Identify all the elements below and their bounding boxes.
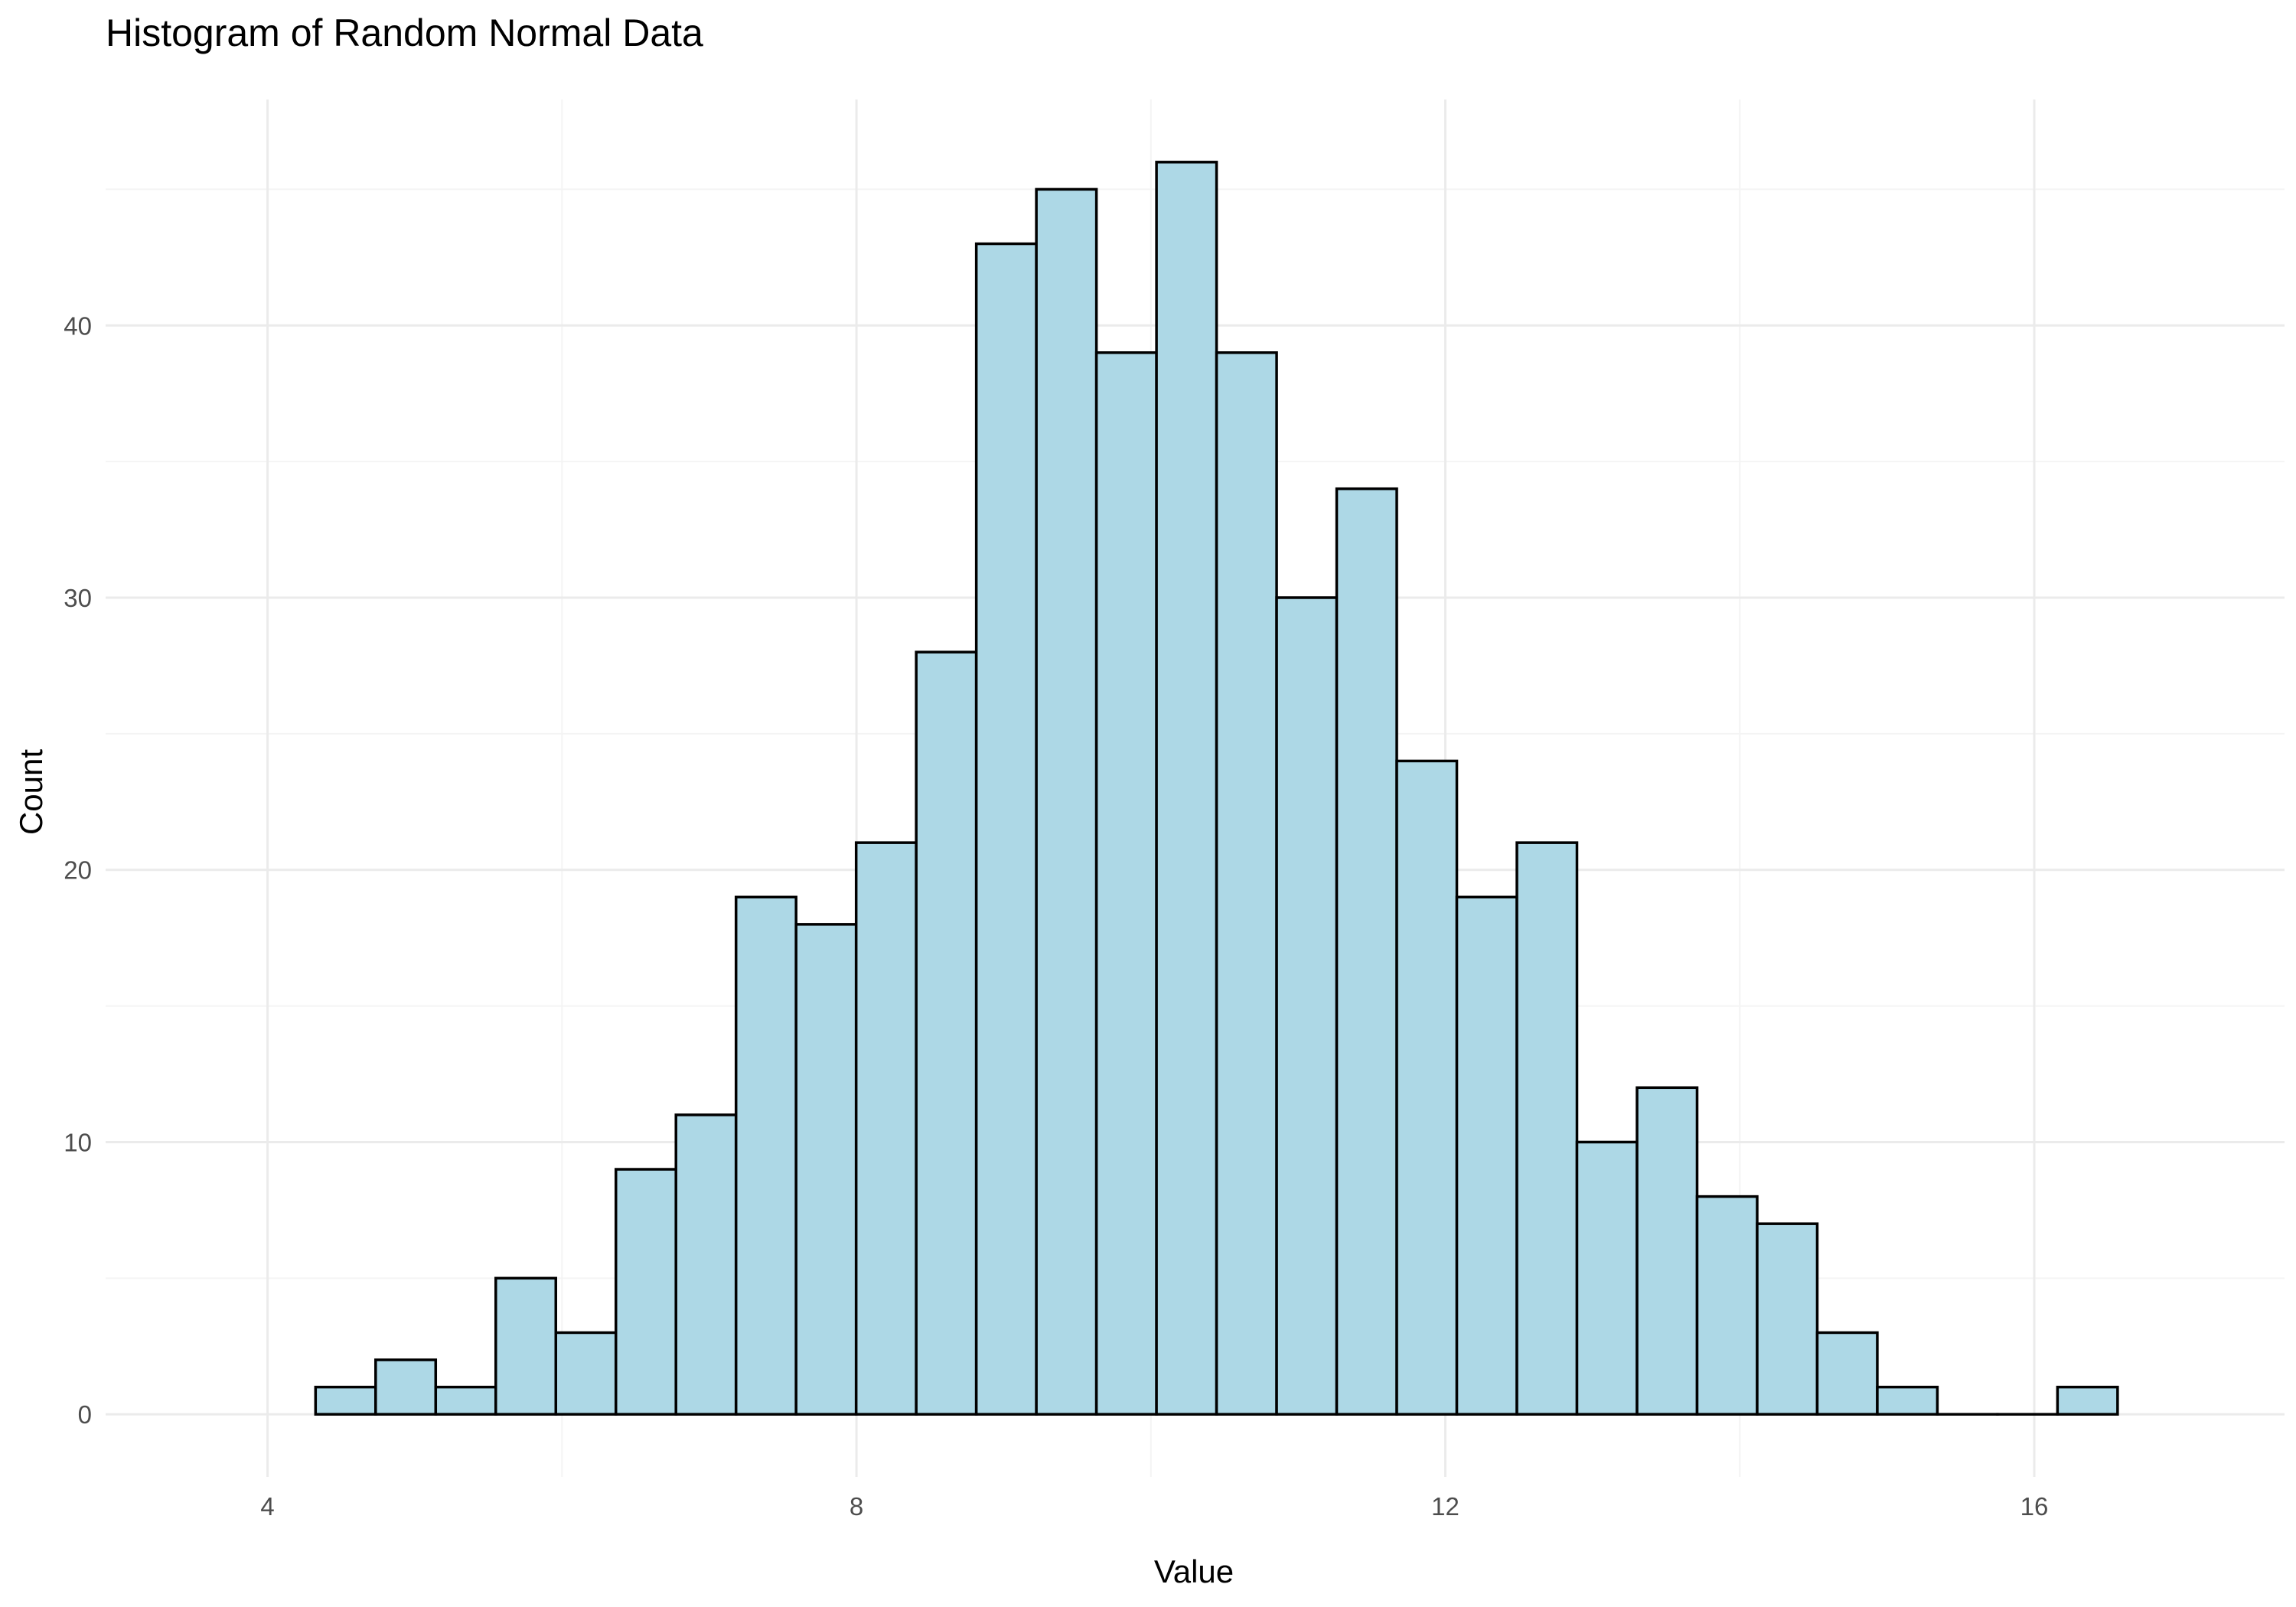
histogram-bar bbox=[1575, 1140, 1639, 1416]
histogram-bar bbox=[1695, 1195, 1759, 1416]
histogram-bar bbox=[734, 895, 797, 1416]
x-tick-label: 16 bbox=[2020, 1492, 2049, 1521]
histogram-bar bbox=[1455, 895, 1518, 1416]
histogram-bar bbox=[1636, 1086, 1699, 1416]
histogram-bar bbox=[2056, 1385, 2119, 1416]
histogram-bar bbox=[1515, 841, 1579, 1416]
histogram-bar bbox=[1395, 759, 1459, 1416]
histogram-bar bbox=[614, 1168, 677, 1416]
histogram-bar bbox=[1215, 351, 1278, 1416]
histogram-bar bbox=[915, 650, 978, 1416]
histogram-bar bbox=[1335, 487, 1398, 1416]
y-tick-label: 20 bbox=[64, 856, 92, 885]
histogram-bars bbox=[314, 161, 2119, 1416]
x-axis-tick-labels: 4 8 12 16 bbox=[260, 1492, 2048, 1521]
histogram-bar bbox=[1275, 596, 1339, 1416]
histogram-bar bbox=[974, 242, 1038, 1416]
x-axis-title: Value bbox=[1154, 1553, 1234, 1589]
x-tick-label: 12 bbox=[1431, 1492, 1459, 1521]
histogram-bar bbox=[1094, 351, 1158, 1416]
histogram-bar bbox=[1815, 1331, 1879, 1416]
histogram-bar bbox=[314, 1385, 377, 1416]
y-axis-title: Count bbox=[13, 749, 49, 835]
histogram-bar bbox=[494, 1276, 558, 1416]
y-tick-label: 40 bbox=[64, 311, 92, 340]
histogram-bar bbox=[794, 923, 858, 1416]
y-tick-label: 30 bbox=[64, 584, 92, 612]
y-axis-tick-labels: 0 10 20 30 40 bbox=[64, 311, 92, 1429]
x-tick-label: 8 bbox=[850, 1492, 863, 1521]
x-tick-label: 4 bbox=[260, 1492, 274, 1521]
chart-title: Histogram of Random Normal Data bbox=[106, 11, 703, 54]
histogram-bar bbox=[674, 1113, 738, 1416]
histogram-bar bbox=[1756, 1222, 1819, 1416]
histogram-bar bbox=[434, 1385, 497, 1416]
histogram-bar bbox=[554, 1331, 618, 1416]
histogram-bar bbox=[854, 841, 918, 1416]
y-tick-label: 0 bbox=[78, 1400, 92, 1429]
histogram-bar bbox=[374, 1358, 438, 1416]
histogram-bar bbox=[1876, 1385, 1939, 1416]
histogram-bar bbox=[1035, 187, 1098, 1416]
histogram-bar bbox=[1155, 161, 1218, 1416]
y-tick-label: 10 bbox=[64, 1128, 92, 1156]
